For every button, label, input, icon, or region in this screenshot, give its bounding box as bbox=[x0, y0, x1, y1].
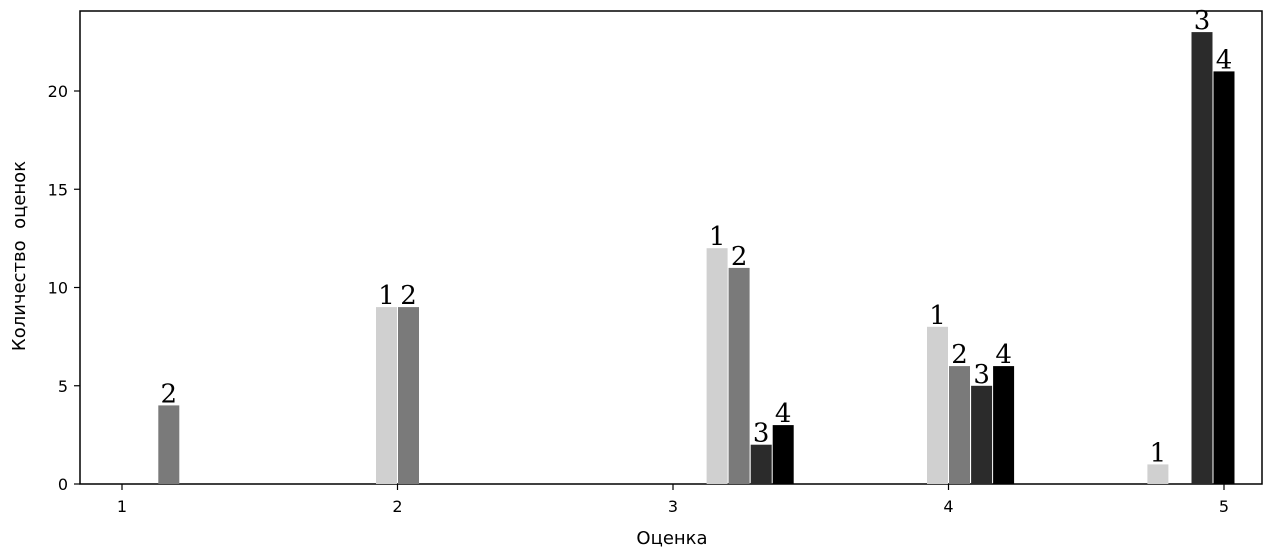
bar-label: 1 bbox=[1150, 438, 1167, 468]
x-tick-label: 5 bbox=[1219, 497, 1229, 516]
y-tick-label: 5 bbox=[58, 377, 68, 396]
bar-label: 2 bbox=[400, 281, 417, 311]
x-tick-label: 3 bbox=[668, 497, 678, 516]
bar-4.12-series-3 bbox=[971, 385, 993, 485]
y-axis: 0 5 10 15 20 bbox=[48, 82, 80, 494]
bar-3.96-series-1 bbox=[927, 326, 948, 484]
x-tick-label: 4 bbox=[943, 497, 953, 516]
y-tick-label: 15 bbox=[48, 180, 68, 199]
bar-label: 3 bbox=[973, 360, 990, 390]
bar-label: 4 bbox=[775, 399, 792, 429]
bar-4.92-series-3 bbox=[1191, 32, 1213, 484]
bar-label: 1 bbox=[378, 281, 395, 311]
bar-5-series-4 bbox=[1213, 71, 1235, 485]
y-tick-label: 20 bbox=[48, 82, 68, 101]
bar-3.16-series-1 bbox=[706, 248, 728, 484]
bar-label: 3 bbox=[753, 419, 770, 449]
bar-4.2-series-4 bbox=[993, 366, 1015, 484]
x-axis-label: Оценка bbox=[636, 528, 707, 549]
bar-label: 1 bbox=[709, 222, 726, 252]
bar-3.4-series-4 bbox=[772, 425, 794, 484]
bar-label: 2 bbox=[161, 379, 178, 409]
x-tick-label: 2 bbox=[392, 497, 402, 516]
bars-layer bbox=[158, 32, 1235, 485]
bar-2.04-series-2 bbox=[398, 307, 419, 484]
y-tick-label: 0 bbox=[58, 475, 68, 494]
bar-label: 1 bbox=[929, 301, 946, 331]
x-tick-label: 1 bbox=[117, 497, 127, 516]
bar-3.24-series-2 bbox=[728, 267, 750, 484]
plot-frame bbox=[79, 10, 1263, 485]
y-tick-label: 10 bbox=[48, 279, 68, 298]
bar-label: 2 bbox=[951, 340, 968, 370]
bar-label: 4 bbox=[995, 340, 1012, 370]
bar-4.76-series-1 bbox=[1147, 464, 1169, 484]
bar-label: 2 bbox=[731, 242, 748, 272]
bar-label: 4 bbox=[1216, 45, 1233, 75]
bar-3.32-series-3 bbox=[750, 444, 772, 484]
x-axis: 1 2 3 4 5 bbox=[117, 484, 1229, 516]
bar-label: 3 bbox=[1194, 6, 1211, 36]
bar-1.17-series-2 bbox=[158, 405, 180, 484]
y-axis-label: Количество оценок bbox=[9, 161, 30, 351]
bar-4.04-series-2 bbox=[949, 366, 970, 484]
bar-1.96-series-1 bbox=[376, 307, 397, 484]
